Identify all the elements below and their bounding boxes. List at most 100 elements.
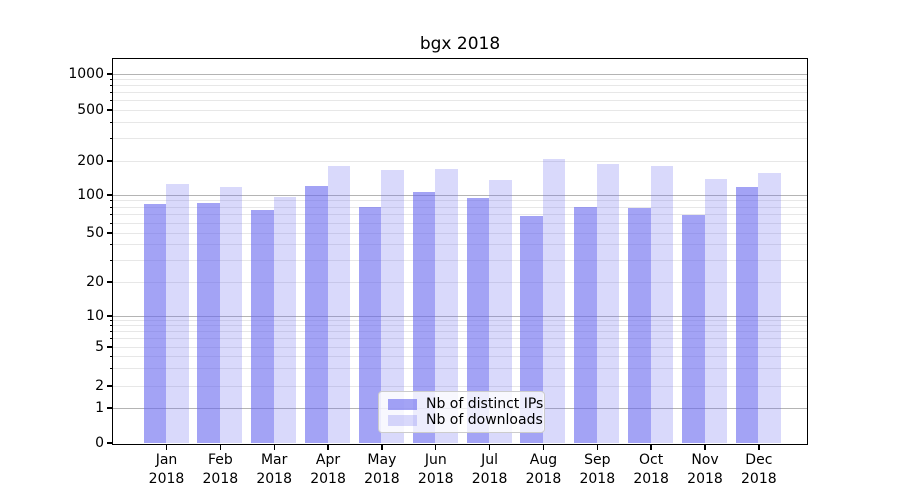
bar-distinct-ips [305,186,328,444]
y-tick-label: 5 [95,339,104,355]
y-tick-mark [107,407,113,409]
gridline-minor [112,200,807,202]
gridline-minor [112,78,807,80]
bar-distinct-ips [682,214,705,444]
gridline-minor [112,331,807,333]
y-minor-tick-mark [109,368,113,370]
x-tick-mark [435,444,437,450]
bar-downloads [704,179,727,444]
x-tick-label: Feb 2018 [202,452,239,487]
x-tick-mark [327,444,329,450]
x-tick-label: Aug 2018 [525,452,562,487]
legend: Nb of distinct IPs Nb of downloads [378,391,545,433]
gridline-minor [112,338,807,340]
y-tick-label: 500 [77,102,104,118]
y-tick-mark [107,385,113,387]
bar-distinct-ips [628,208,651,444]
x-tick-label: Sep 2018 [579,452,616,487]
x-tick-label: Jan 2018 [148,452,185,487]
y-minor-tick-mark [109,325,113,327]
x-tick-mark [650,444,652,450]
y-minor-tick-mark [109,338,113,340]
legend-swatch-downloads [388,414,417,426]
x-tick-label: Jun 2018 [417,452,454,487]
bar-downloads [758,172,781,444]
gridline-minor [112,214,807,216]
bar-downloads [219,187,243,444]
y-tick-mark [107,73,113,75]
x-tick-mark [273,444,275,450]
bar-distinct-ips [466,197,490,444]
y-tick-mark [107,281,113,283]
y-tick-mark [107,194,113,196]
y-minor-tick-mark [109,200,113,202]
x-tick-mark [488,444,491,450]
gridline-minor [112,259,807,261]
legend-row: Nb of downloads [388,413,543,427]
gridline-minor [112,355,807,357]
bar-distinct-ips [520,216,543,444]
y-tick-label: 1 [95,400,104,416]
x-tick-label: Mar 2018 [256,452,292,487]
bar-distinct-ips [143,204,166,444]
gridline-minor [112,137,807,139]
bar-downloads [435,169,458,444]
gridline-minor [112,232,807,234]
legend-label: Nb of downloads [426,412,543,428]
gridline-major [112,73,807,75]
y-tick-label: 1000 [68,66,104,82]
y-tick-mark [107,315,113,317]
y-tick-label: 20 [86,274,104,290]
x-tick-mark [596,444,598,450]
bar-downloads [596,163,620,444]
x-tick-label: Oct 2018 [633,452,669,487]
x-tick-mark [704,444,706,450]
gridline-major [112,194,807,196]
x-tick-mark [165,444,168,450]
gridline-minor [112,121,807,123]
x-tick-label: Dec 2018 [741,452,777,487]
gridline-minor [112,206,807,208]
x-tick-mark [381,444,383,450]
y-minor-tick-mark [109,355,113,357]
y-minor-tick-mark [109,222,113,224]
chart-title: bgx 2018 [419,34,501,54]
y-minor-tick-mark [109,78,113,80]
bar-downloads [542,159,566,444]
x-tick-label: May 2018 [364,452,400,487]
y-minor-tick-mark [109,331,113,333]
gridline-minor [112,368,807,370]
gridline-minor [112,85,807,87]
bar-downloads [166,184,189,444]
y-tick-label: 200 [77,153,104,169]
gridline-minor [112,325,807,327]
x-tick-label: Jul 2018 [471,452,508,487]
y-minor-tick-mark [109,259,113,261]
y-minor-tick-mark [109,137,113,139]
bar-distinct-ips [358,206,382,444]
bar-distinct-ips [412,191,436,444]
gridline-minor [112,346,807,348]
y-tick-mark [107,160,113,162]
y-minor-tick-mark [109,214,113,216]
y-tick-label: 2 [95,378,104,394]
gridline-minor [112,244,807,246]
y-tick-label: 50 [86,225,104,241]
y-minor-tick-mark [109,85,113,87]
y-minor-tick-mark [109,121,113,123]
bar-distinct-ips [735,186,759,444]
gridline-minor [112,92,807,94]
y-minor-tick-mark [109,100,113,102]
bar-downloads [489,179,512,444]
bar-downloads [381,169,404,444]
bar-downloads [650,166,674,444]
y-minor-tick-mark [109,320,113,322]
plot-area [111,57,808,445]
x-tick-mark [219,444,222,450]
y-tick-label: 10 [86,308,104,324]
y-tick-mark [107,442,113,444]
bar-downloads [327,165,351,444]
y-tick-mark [107,109,113,111]
gridline-minor [112,160,807,162]
bar-downloads [273,197,297,444]
